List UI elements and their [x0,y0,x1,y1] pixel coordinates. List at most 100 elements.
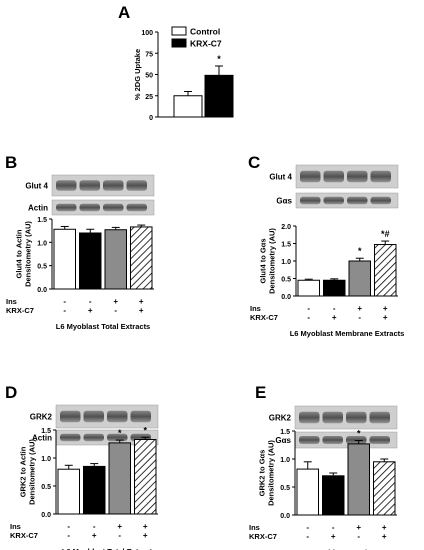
blot-band [370,170,391,183]
significance-label: * [143,425,147,435]
blot-band [60,433,81,442]
blot-label: GRK2 [30,413,53,422]
treatment-mark: + [331,532,336,541]
y-tick-label: 0.5 [41,484,51,491]
significance-label: * [357,429,361,439]
bar [79,232,102,290]
y-tick-label: 50 [145,73,153,80]
blot-band [107,410,128,423]
blot-band [370,196,391,205]
treatment-mark: + [382,532,387,541]
panel-d: D GRK2 Actin 0.0 0.5 1.0 1.5 GRK2 to Actin Densi… [5,383,159,550]
blot-band [83,433,104,442]
y-tick-label: 1.0 [281,259,291,266]
y-axis-label: Densitometry (AU) [24,221,33,287]
bar [323,279,346,297]
treatment-mark: - [306,532,309,541]
treatment-mark: + [113,297,118,306]
bar [347,443,370,516]
panel-caption: L6 Myoblast Total Extracts [56,322,150,331]
bar [53,228,76,290]
treatment-mark: + [332,313,337,322]
y-tick-label: 25 [145,94,153,101]
panel-letter: C [248,153,260,172]
panel-caption: L6 Myoblast Total Extract [62,547,153,550]
y-tick-label: 0.0 [281,294,291,301]
blot-band [299,436,320,444]
bar [104,229,127,290]
y-axis-label: GRK2 to Gαs [258,450,267,497]
treatment-mark: + [117,522,122,531]
y-tick-label: 1.5 [281,242,291,249]
bar [297,279,320,297]
y-axis-label: Glut4 to Actin [15,229,24,278]
y-axis-label: GRK2 to Actin [19,446,28,497]
treatment-mark: - [357,532,360,541]
y-tick-label: 0.0 [37,287,47,294]
y-axis-label: Densitometry (AU) [268,228,277,294]
y-tick-label: 1.5 [37,217,47,224]
panel-caption: L6 Myoblast Membrane Extracts [290,329,405,338]
panel-letter: D [5,383,17,402]
treatment-mark: - [67,531,70,540]
treatment-row-label: KRX-C7 [6,306,34,315]
treatment-mark: - [63,297,66,306]
treatment-mark: - [118,531,121,540]
y-tick-label: 0.5 [37,264,47,271]
panel-b: B Glut 4 Actin 0.0 0.5 1.0 1.5 Glut4 to Actin De… [5,153,155,331]
blot-band [79,180,100,191]
legend-swatch [171,38,187,48]
treatment-mark: + [143,522,148,531]
bar [348,260,371,297]
blot-band [107,433,128,442]
y-tick-label: 1.0 [37,240,47,247]
y-tick-label: 0 [149,115,153,122]
treatment-mark: + [143,531,148,540]
significance-label: * [217,54,221,64]
blot-band [369,411,390,424]
treatment-mark: - [63,306,66,315]
treatment-mark: + [383,304,388,313]
bar [204,74,234,118]
blot-band [300,170,321,183]
blot-label: Gαs [276,197,292,206]
panel-letter: B [5,153,17,172]
significance-label: * [118,428,122,438]
treatment-row-label: KRX-C7 [10,531,38,540]
y-tick-label: 2.0 [281,224,291,231]
treatment-row-label: KRX-C7 [249,532,277,541]
bar [296,468,319,516]
blot-band [323,170,344,183]
panel-a: A 0 25 50 75 100 % 2DG Uptake * Control KRX-C7 [118,3,234,122]
y-axis-label: % 2DG Uptake [133,49,142,100]
treatment-mark: - [306,523,309,532]
bar [373,461,396,516]
blot-band [347,196,368,205]
blot-label: Gαs [275,436,291,445]
blot-band [56,180,77,191]
legend-label: Control [190,27,220,37]
treatment-mark: + [139,297,144,306]
blot-band [299,411,320,424]
panel-c: C Glut 4 Gαs 0.0 0.5 1.0 1.5 2.0 Glut4 to Gαs Den… [248,153,404,338]
treatment-mark: - [93,522,96,531]
y-tick-label: 1.0 [280,457,290,464]
blot-band [60,410,81,423]
treatment-mark: + [383,313,388,322]
treatment-mark: + [88,306,93,315]
blot-label: GRK2 [269,414,292,423]
significance-label: * [358,246,362,256]
blot-band [79,203,100,212]
bar [83,465,106,515]
blot-band [83,410,104,423]
treatment-mark: + [356,523,361,532]
treatment-mark: - [307,304,310,313]
panel-letter: E [255,383,266,402]
legend-label: KRX-C7 [190,39,222,49]
blot-band [346,436,367,444]
bar [130,226,153,290]
treatment-mark: + [357,304,362,313]
blot-band [103,180,124,191]
bar [374,244,397,297]
